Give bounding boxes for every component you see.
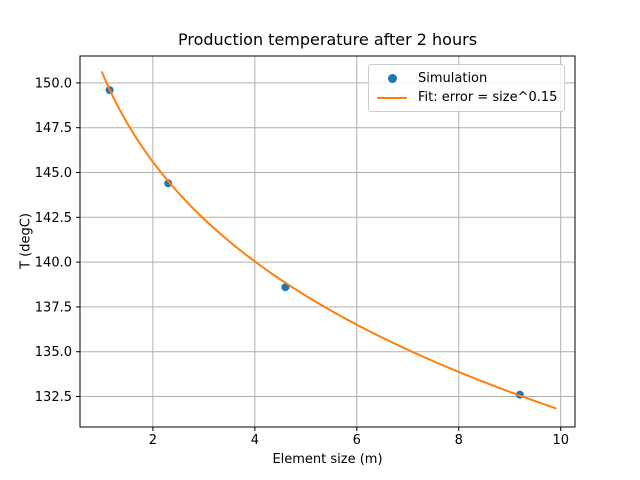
y-axis-label: T (degC)	[18, 213, 34, 269]
data-point	[164, 179, 173, 188]
y-tick-label: 145.0	[35, 166, 72, 181]
fit-curve	[100, 71, 557, 410]
x-tick-label: 2	[149, 433, 157, 448]
y-tick-label: 142.5	[35, 211, 72, 226]
chart-title: Production temperature after 2 hours	[177, 30, 478, 49]
x-tick-label: 10	[552, 433, 569, 448]
y-tick-label: 150.0	[35, 76, 72, 91]
legend: Simulation Fit: error = size^0.15	[368, 64, 565, 112]
legend-handle	[369, 74, 415, 83]
x-tick-label: 8	[455, 433, 463, 448]
y-tick-label: 140.0	[35, 256, 72, 271]
y-tick-label: 135.0	[35, 345, 72, 360]
legend-label-simulation: Simulation	[418, 71, 488, 86]
x-tick-label: 4	[251, 433, 259, 448]
axes-spines	[79, 55, 576, 428]
legend-entry-fit: Fit: error = size^0.15	[369, 88, 558, 107]
y-tick-label: 147.5	[35, 121, 72, 136]
legend-handle	[369, 96, 415, 99]
y-tick-label: 132.5	[35, 390, 72, 405]
legend-entry-simulation: Simulation	[369, 69, 558, 88]
x-tick-label: 6	[353, 433, 361, 448]
scatter-marker-icon	[387, 74, 397, 83]
y-tick-label: 137.5	[35, 300, 72, 315]
line-marker-icon	[377, 96, 407, 99]
legend-label-fit: Fit: error = size^0.15	[418, 90, 558, 105]
x-axis-label: Element size (m)	[272, 452, 383, 467]
